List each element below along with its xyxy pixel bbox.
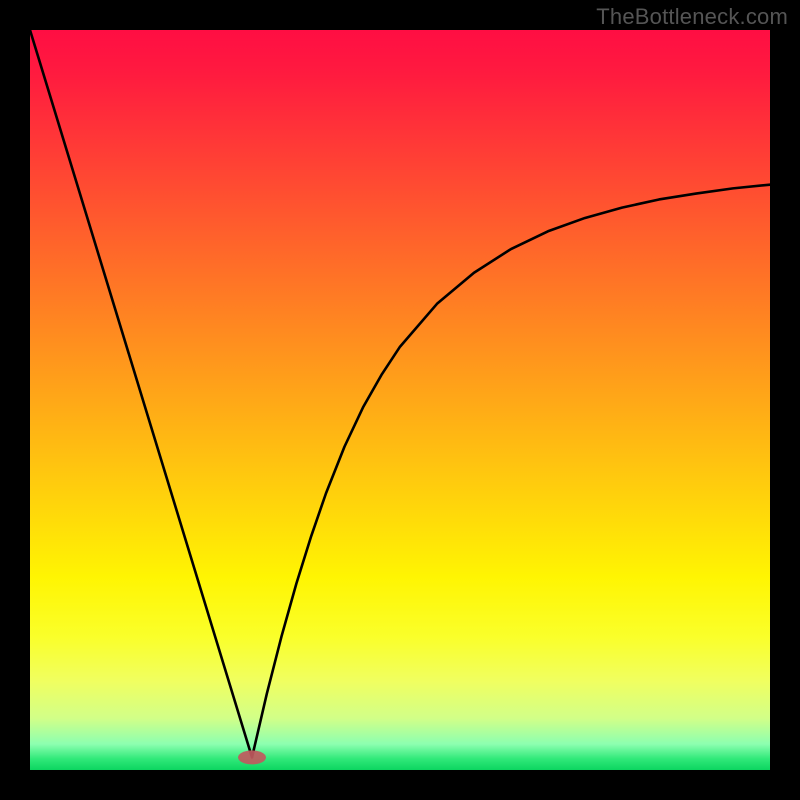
watermark-text: TheBottleneck.com xyxy=(596,4,788,30)
chart-container: TheBottleneck.com xyxy=(0,0,800,800)
plot-background xyxy=(30,30,770,770)
chart-svg xyxy=(0,0,800,800)
optimum-marker xyxy=(238,750,266,764)
